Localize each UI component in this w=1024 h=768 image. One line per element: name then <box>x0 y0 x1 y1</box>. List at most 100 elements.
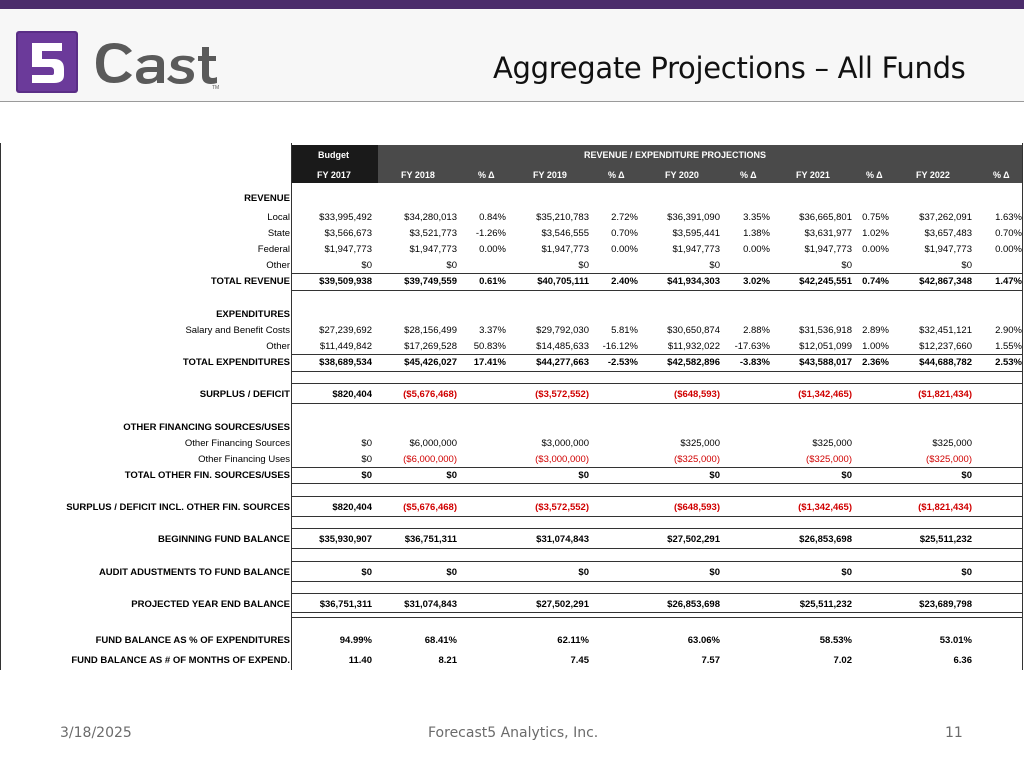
table-rule <box>292 371 1022 372</box>
table-cell: $3,595,441 <box>672 228 720 239</box>
table-cell: $1,947,773 <box>672 244 720 255</box>
table-cell: 2.36% <box>862 357 889 368</box>
table-cell: 7.02 <box>833 655 853 666</box>
table-cell: ($3,000,000) <box>535 454 589 465</box>
column-header: FY 2022 <box>916 170 950 180</box>
column-header: % Δ <box>608 170 625 180</box>
table-rule <box>292 483 1022 484</box>
table-cell: 3.37% <box>479 325 506 336</box>
table-cell: $42,867,348 <box>919 276 972 287</box>
table-cell: 0.61% <box>479 276 506 287</box>
table-cell: $0 <box>578 260 589 271</box>
column-header: FY 2017 <box>317 170 351 180</box>
projections-header <box>378 145 1022 183</box>
table-cell: 11.40 <box>348 655 372 666</box>
table-cell: $44,277,663 <box>536 357 589 368</box>
table-cell: $820,404 <box>332 389 372 400</box>
table-rule <box>292 383 1022 384</box>
row-label: FUND BALANCE AS % OF EXPENDITURES <box>95 635 290 646</box>
table-rule <box>292 612 1022 613</box>
label-column-border <box>291 143 292 670</box>
table-cell: $39,509,938 <box>319 276 372 287</box>
table-cell: $12,051,099 <box>799 341 852 352</box>
table-cell: ($3,572,552) <box>535 389 589 400</box>
column-header: FY 2018 <box>401 170 435 180</box>
section-label: EXPENDITURES <box>216 309 290 320</box>
budget-header <box>292 145 378 183</box>
table-cell: 2.40% <box>611 276 638 287</box>
table-cell: $35,210,783 <box>536 212 589 223</box>
column-header: % Δ <box>740 170 757 180</box>
table-cell: $36,665,801 <box>799 212 852 223</box>
table-cell: -17.63% <box>734 341 770 352</box>
row-label: AUDIT ADUSTMENTS TO FUND BALANCE <box>98 567 290 578</box>
table-cell: $33,995,492 <box>319 212 372 223</box>
table-cell: $28,156,499 <box>404 325 457 336</box>
table-cell: 2.90% <box>995 325 1022 336</box>
table-cell: ($325,000) <box>806 454 852 465</box>
table-cell: $0 <box>361 567 372 578</box>
row-label: State <box>267 228 290 239</box>
table-cell: $37,262,091 <box>919 212 972 223</box>
table-cell: $27,239,692 <box>319 325 372 336</box>
table-cell: $31,074,843 <box>536 534 589 545</box>
table-cell: 0.70% <box>995 228 1022 239</box>
table-cell: 7.57 <box>701 655 721 666</box>
table-cell: 63.06% <box>687 635 720 646</box>
table-cell: $0 <box>361 454 372 465</box>
table-cell: 1.55% <box>995 341 1022 352</box>
row-label: Other Financing Uses <box>198 454 290 465</box>
table-cell: $12,237,660 <box>919 341 972 352</box>
column-header: FY 2021 <box>796 170 830 180</box>
table-cell: 1.63% <box>995 212 1022 223</box>
table-cell: 0.00% <box>995 244 1022 255</box>
table-cell: $0 <box>841 260 852 271</box>
table-cell: $3,521,773 <box>409 228 457 239</box>
table-cell: $1,947,773 <box>541 244 589 255</box>
table-cell: ($5,676,468) <box>403 502 457 513</box>
table-cell: 0.00% <box>743 244 770 255</box>
table-cell: 1.38% <box>743 228 770 239</box>
row-label: SURPLUS / DEFICIT <box>199 389 290 400</box>
budget-label: Budget <box>318 150 349 160</box>
table-cell: 1.47% <box>995 276 1022 287</box>
table-cell: $29,792,030 <box>536 325 589 336</box>
table-cell: $820,404 <box>332 502 372 513</box>
table-cell: $27,502,291 <box>667 534 720 545</box>
table-cell: $25,511,232 <box>799 599 852 610</box>
table-cell: $36,751,311 <box>319 599 372 610</box>
table-rule <box>292 617 1022 618</box>
table-cell: $0 <box>361 438 372 449</box>
table-cell: -2.53% <box>607 357 638 368</box>
table-cell: $3,631,977 <box>804 228 852 239</box>
table-cell: 3.02% <box>743 276 770 287</box>
page-title: Aggregate Projections – All Funds <box>493 51 966 85</box>
table-cell: $325,000 <box>932 438 972 449</box>
table-cell: $0 <box>446 567 457 578</box>
table-cell: $6,000,000 <box>409 438 457 449</box>
table-cell: $0 <box>961 470 972 481</box>
table-cell: $38,689,534 <box>319 357 372 368</box>
table-cell: $0 <box>361 260 372 271</box>
table-cell: 3.35% <box>743 212 770 223</box>
table-cell: $26,853,698 <box>799 534 852 545</box>
row-label: BEGINNING FUND BALANCE <box>158 534 290 545</box>
table-cell: $0 <box>446 470 457 481</box>
table-rule <box>292 593 1022 594</box>
table-cell: $45,426,027 <box>404 357 457 368</box>
table-cell: ($1,342,465) <box>798 502 852 513</box>
table-cell: 62.11% <box>557 635 589 646</box>
table-cell: ($648,593) <box>674 389 720 400</box>
row-label: Local <box>267 212 290 223</box>
table-cell: 0.00% <box>611 244 638 255</box>
table-cell: $32,451,121 <box>919 325 972 336</box>
table-cell: $31,074,843 <box>404 599 457 610</box>
table-cell: $0 <box>961 567 972 578</box>
table-cell: 2.53% <box>995 357 1022 368</box>
table-cell: $0 <box>361 470 372 481</box>
row-label: SURPLUS / DEFICIT INCL. OTHER FIN. SOURC… <box>66 502 290 513</box>
table-cell: $43,588,017 <box>799 357 852 368</box>
table-cell: 53.01% <box>939 635 972 646</box>
row-label: Other <box>266 260 290 271</box>
table-cell: 0.84% <box>479 212 506 223</box>
